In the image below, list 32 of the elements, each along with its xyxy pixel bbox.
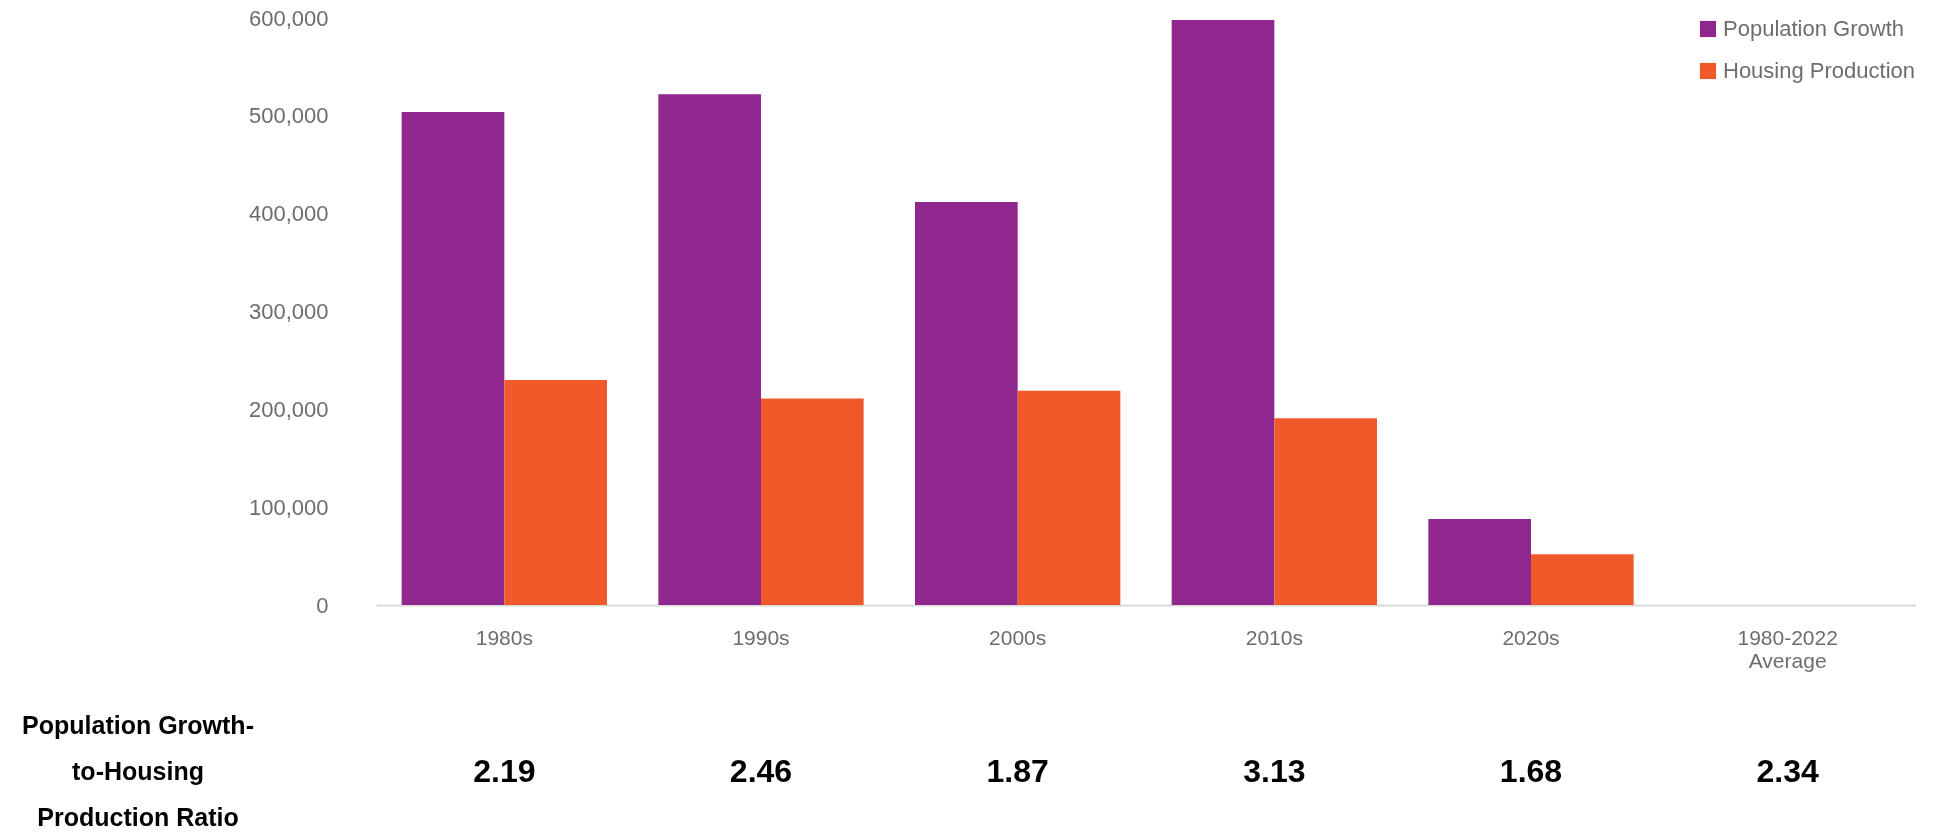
y-tick-label: 500,000 [248, 103, 329, 129]
y-tick-label: 600,000 [248, 5, 329, 31]
x-tick-label: 1980s [475, 625, 533, 649]
y-tick-label: 300,000 [248, 299, 329, 324]
bar [761, 398, 864, 605]
x-tick-label: 2020s [1502, 625, 1560, 649]
text: 2.34 [1756, 753, 1820, 789]
text: 1.87 [986, 753, 1049, 789]
x-tick-label: 1980-2022 Average [1737, 625, 1838, 672]
bar [401, 111, 505, 605]
bar [504, 379, 607, 605]
legend-label: Housing Production [1723, 58, 1916, 83]
x-tick-label: 1990s [732, 625, 790, 649]
y-tick-label: 100,000 [248, 494, 329, 520]
text: Population Growth-to-Housing Production Ratio [22, 711, 254, 831]
text: 2.46 [729, 753, 793, 789]
y-tick-label: 200,000 [248, 396, 329, 422]
legend-label: Population Growth [1723, 16, 1904, 41]
bar [1274, 418, 1377, 605]
bar [658, 94, 761, 605]
bar [1428, 518, 1531, 605]
text: 2.19 [473, 753, 536, 789]
bar [1531, 554, 1634, 605]
bar [1017, 390, 1121, 605]
text: 3.13 [1243, 753, 1306, 789]
x-tick-label: 2010s [1245, 625, 1303, 649]
x-tick-label: 2000s [989, 625, 1047, 649]
bar [915, 201, 1018, 605]
y-tick-label: 400,000 [248, 201, 329, 227]
text: 1.68 [1499, 753, 1563, 789]
y-tick-label: 0 [316, 592, 329, 618]
bar [1171, 19, 1275, 605]
